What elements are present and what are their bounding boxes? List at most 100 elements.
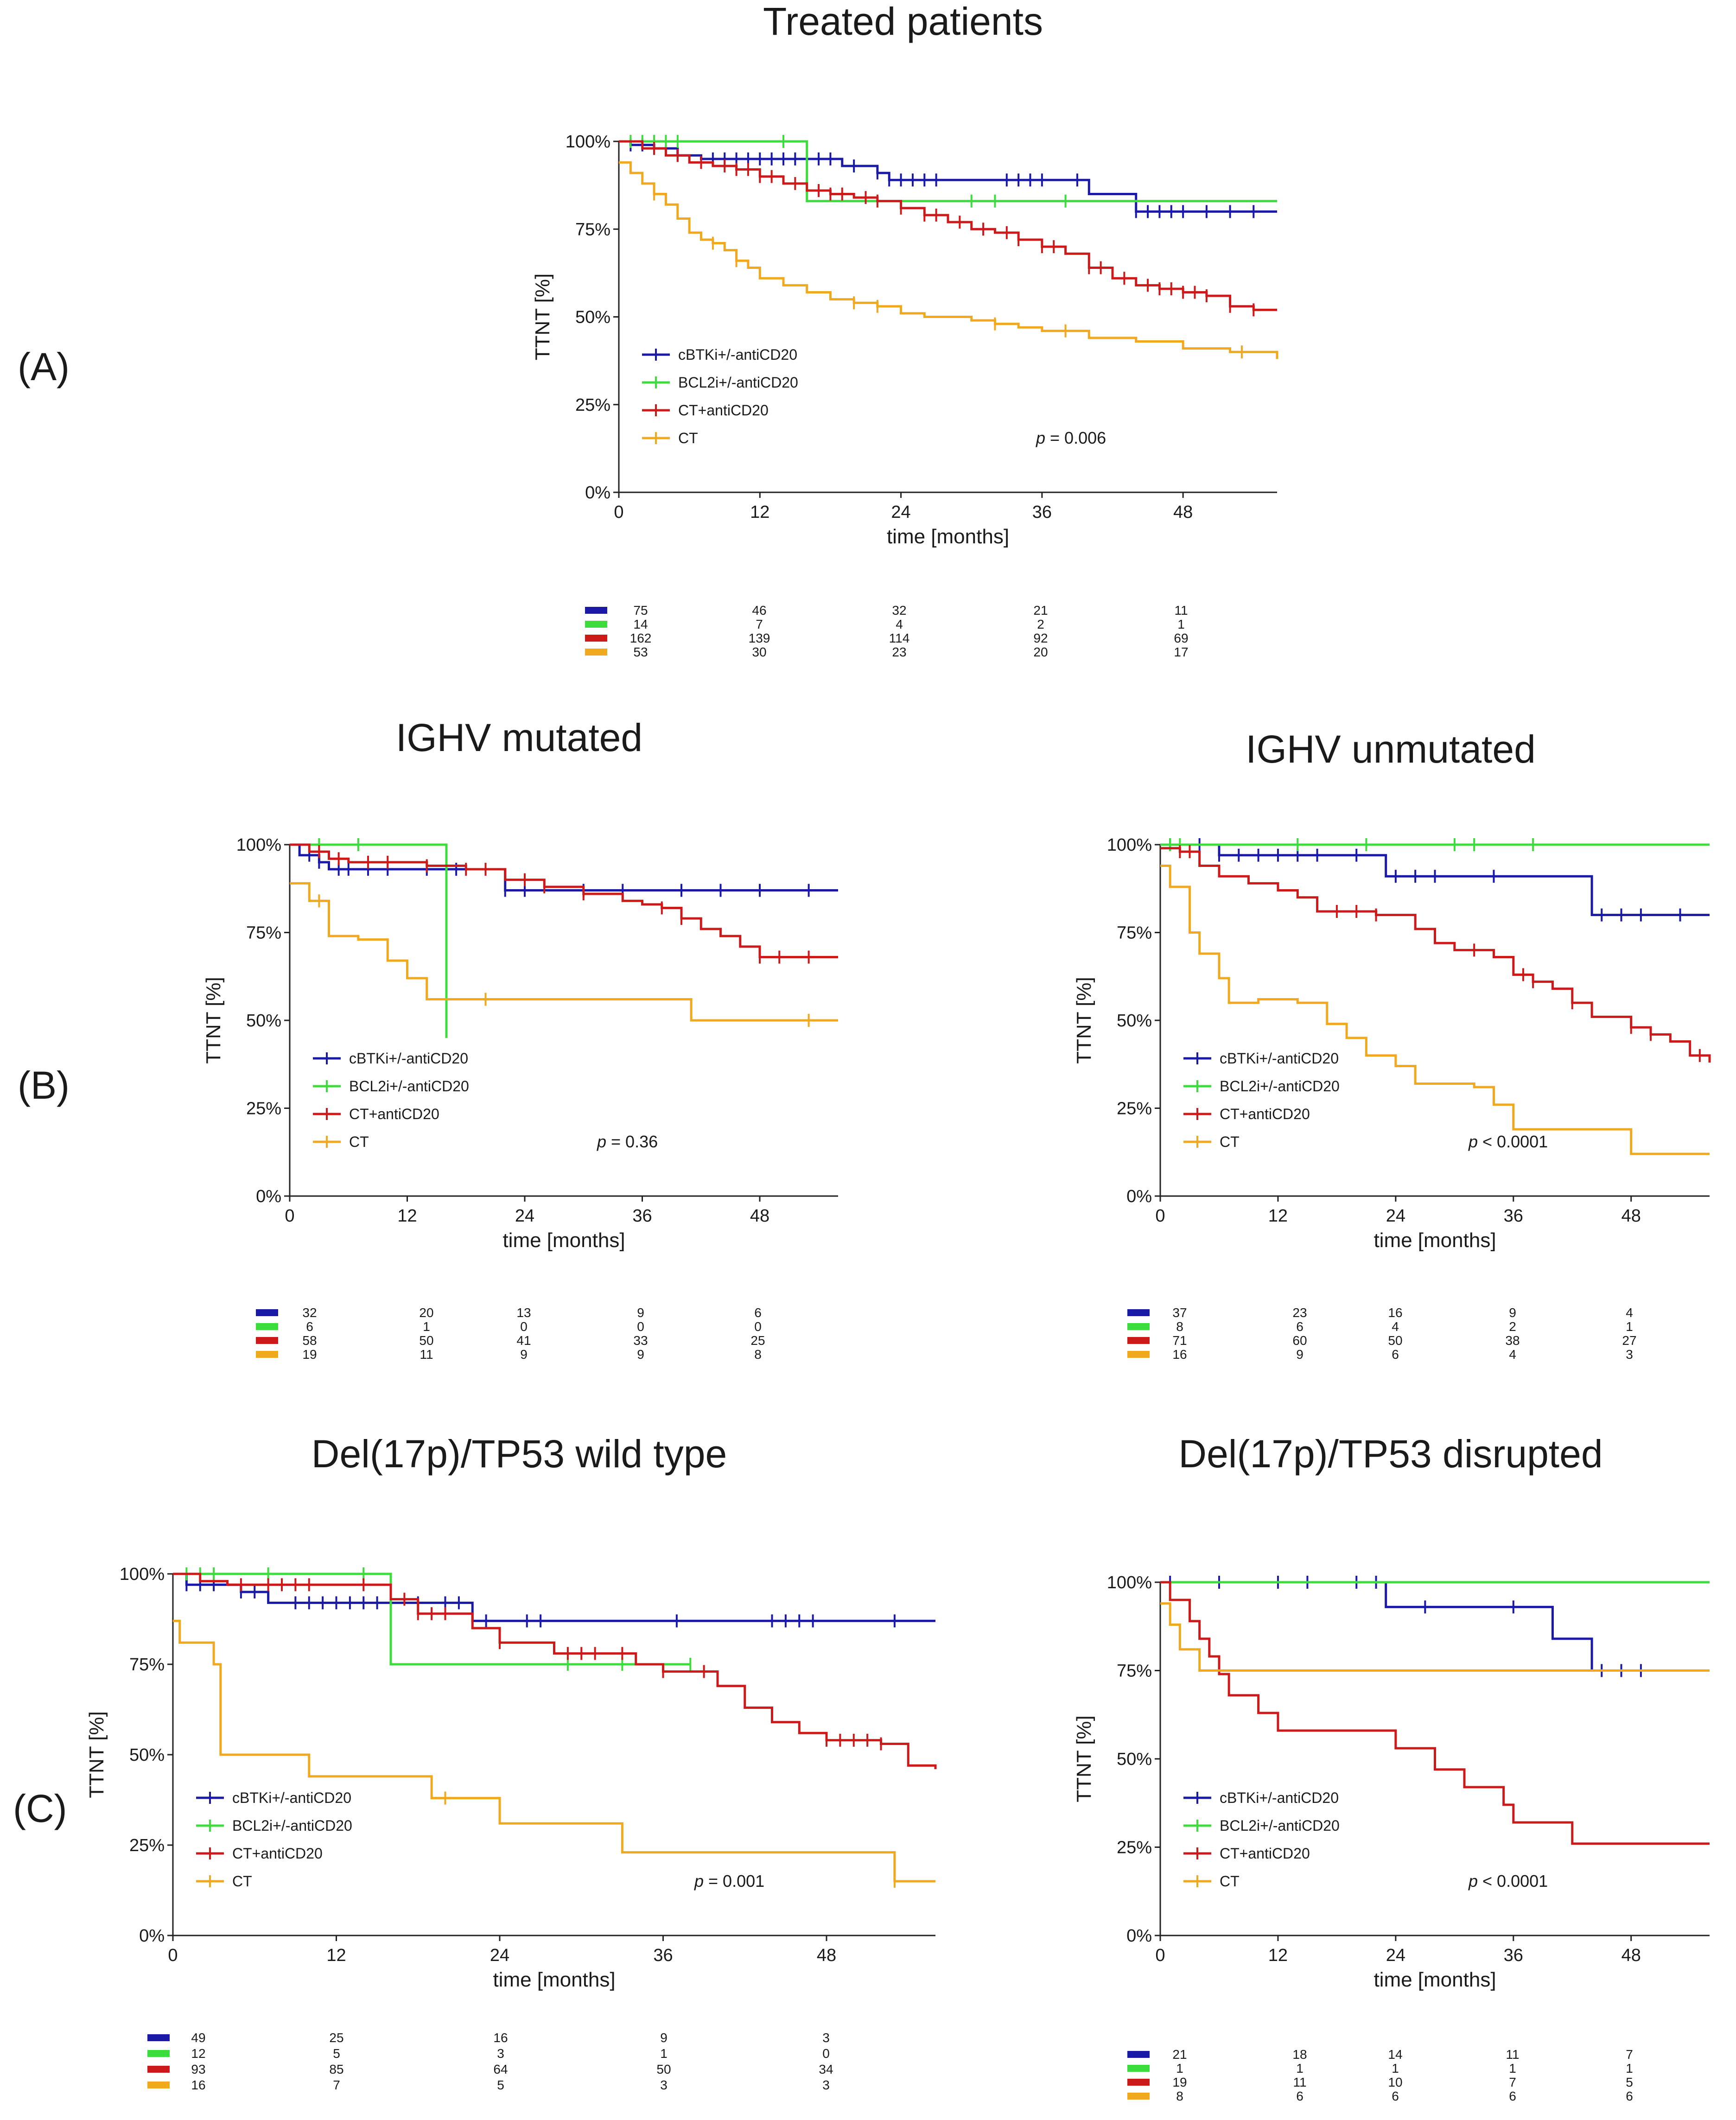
risk-count: 64: [493, 2062, 508, 2076]
chart-title: IGHV unmutated: [1246, 727, 1536, 771]
y-tick-label: 75%: [246, 923, 281, 943]
series-ct: [290, 882, 838, 1027]
risk-count: 6: [754, 1305, 762, 1320]
series-line: [290, 843, 838, 892]
risk-count: 6: [306, 1319, 313, 1334]
y-tick-label: 25%: [129, 1836, 165, 1855]
legend-item-bcl2i-anticd20: BCL2i+/-antiCD20: [642, 374, 798, 391]
panel-label-c: (C): [13, 1787, 67, 1830]
panel-tp53-disrupted: Del(17p)/TP53 disrupted 0% 25% 50% 75% 100% 0 1…: [1073, 1432, 1710, 2103]
risk-row-swatch: [1127, 2079, 1150, 2086]
x-axis-label: time [months]: [1374, 1968, 1496, 1991]
x-tick-label: 0: [168, 1946, 178, 1965]
legend-label: cBTKi+/-antiCD20: [1220, 1050, 1339, 1067]
x-tick-label: 12: [1268, 1206, 1288, 1226]
risk-count: 3: [1626, 1347, 1633, 1362]
y-axis-label: TTNT [%]: [202, 977, 225, 1063]
legend-label: BCL2i+/-antiCD20: [232, 1817, 352, 1834]
y-tick-label: 25%: [246, 1099, 281, 1119]
risk-count: 9: [520, 1347, 528, 1362]
series-cbtki-anticd20: [619, 138, 1277, 218]
risk-table: 21 18 14 11 71 1 1 1 119 11 10 7 58 6 6 6 6: [1127, 2047, 1633, 2103]
y-tick-label: 100%: [1107, 1573, 1152, 1592]
risk-row-swatch: [256, 1323, 278, 1330]
risk-count: 30: [752, 645, 766, 659]
legend-label: CT+antiCD20: [1220, 1845, 1310, 1862]
risk-count: 6: [1392, 2089, 1399, 2103]
x-tick-label: 12: [750, 503, 769, 522]
risk-count: 3: [822, 2031, 830, 2045]
risk-row-swatch: [256, 1337, 278, 1344]
risk-row-swatch: [256, 1309, 278, 1316]
risk-count: 11: [420, 1347, 433, 1362]
series-bcl2i-anticd20: [1160, 838, 1710, 851]
risk-count: 3: [497, 2046, 504, 2061]
series-line: [1160, 864, 1710, 1155]
risk-count: 12: [191, 2046, 205, 2061]
risk-count: 37: [1172, 1305, 1187, 1320]
series-cbtki-anticd20: [1160, 838, 1710, 922]
legend-label: CT: [232, 1873, 252, 1890]
risk-table: 37 23 16 9 4 8 6 4 2 1 71 60 50 38 27 16 9 6 4 3: [1127, 1305, 1637, 1362]
risk-count: 9: [1296, 1347, 1304, 1362]
risk-count: 50: [656, 2062, 671, 2076]
legend-label: CT+antiCD20: [232, 1845, 323, 1862]
risk-count: 9: [660, 2031, 668, 2045]
series-ct: [1160, 864, 1710, 1155]
legend-label: CT: [678, 430, 698, 446]
risk-count: 25: [750, 1333, 765, 1348]
risk-count: 46: [752, 603, 766, 618]
series-line: [1160, 1602, 1710, 1672]
risk-count: 85: [329, 2062, 343, 2076]
y-axis-label: TTNT [%]: [1073, 977, 1095, 1063]
risk-count: 9: [1509, 1305, 1516, 1320]
risk-count: 139: [749, 631, 770, 645]
risk-count: 0: [754, 1319, 762, 1334]
legend-item-bcl2i-anticd20: BCL2i+/-antiCD20: [313, 1078, 469, 1095]
risk-count: 16: [1388, 1305, 1402, 1320]
risk-count: 58: [302, 1333, 317, 1348]
series-line: [1160, 1581, 1710, 1672]
legend-item-bcl2i-anticd20: BCL2i+/-antiCD20: [196, 1817, 352, 1834]
risk-count: 16: [191, 2078, 205, 2092]
risk-count: 4: [1392, 1319, 1399, 1334]
risk-count: 14: [633, 617, 648, 631]
legend-label: CT+antiCD20: [678, 402, 769, 419]
risk-count: 5: [1626, 2075, 1633, 2089]
risk-count: 50: [419, 1333, 433, 1348]
x-axis-label: time [months]: [1374, 1229, 1496, 1252]
risk-row-swatch: [585, 621, 607, 628]
series-cbtki-anticd20: [1160, 1576, 1710, 1677]
chart-title: IGHV mutated: [396, 716, 642, 759]
x-tick-label: 24: [891, 503, 910, 522]
risk-count: 20: [1033, 645, 1048, 659]
series-ct: [173, 1619, 935, 1888]
legend-item-ct: CT: [1183, 1133, 1240, 1150]
risk-count: 25: [329, 2031, 343, 2045]
series-ct-anticd20: [619, 140, 1277, 317]
risk-count: 1: [1509, 2061, 1516, 2075]
series-line: [173, 1572, 935, 1622]
risk-count: 93: [191, 2062, 205, 2076]
risk-count: 1: [660, 2046, 668, 2061]
risk-count: 17: [1174, 645, 1188, 659]
risk-count: 8: [1176, 1319, 1183, 1334]
risk-count: 7: [333, 2078, 340, 2092]
y-tick-label: 100%: [566, 132, 610, 152]
legend-label: BCL2i+/-antiCD20: [1220, 1078, 1340, 1095]
risk-count: 1: [1176, 2061, 1183, 2075]
series-ct-anticd20: [290, 843, 838, 964]
legend-label: BCL2i+/-antiCD20: [678, 374, 798, 391]
x-tick-label: 24: [1386, 1946, 1405, 1965]
y-axis-label: TTNT [%]: [85, 1711, 108, 1798]
risk-row-swatch: [1127, 1309, 1150, 1316]
legend-item-cbtki-anticd20: cBTKi+/-antiCD20: [1183, 1050, 1339, 1067]
panel-tp53-wild-type: Del(17p)/TP53 wild type 0% 25% 50% 75% 100% 0 1…: [85, 1432, 937, 2092]
y-tick-label: 25%: [1117, 1838, 1152, 1858]
legend-item-ct-anticd20: CT+antiCD20: [196, 1845, 323, 1862]
risk-count: 19: [1172, 2075, 1187, 2089]
p-value: p = 0.36: [597, 1132, 658, 1151]
risk-count: 3: [822, 2078, 830, 2092]
risk-row-swatch: [1127, 2065, 1150, 2072]
